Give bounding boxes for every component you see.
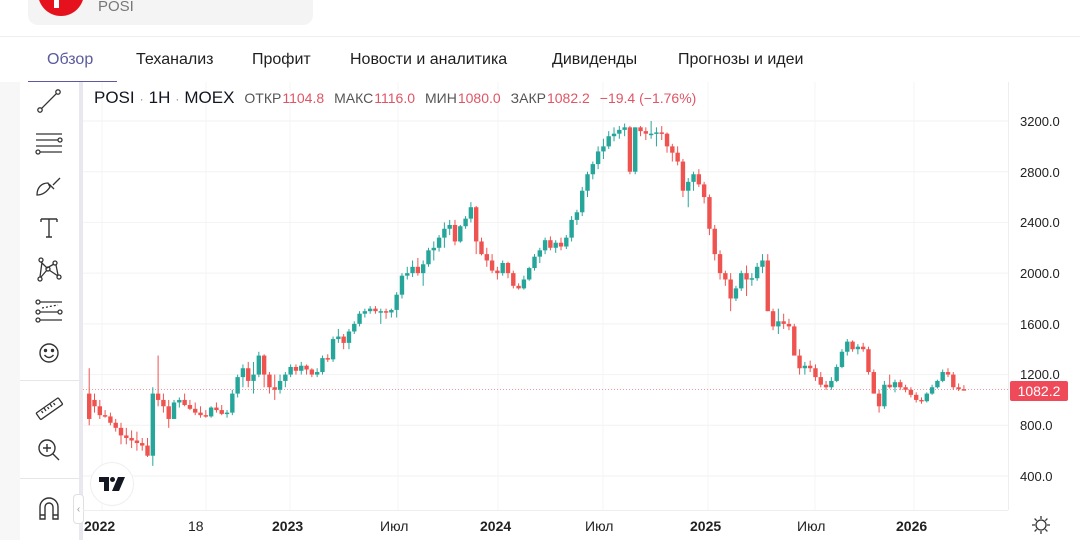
price-tick: 2000.0 (1020, 266, 1060, 281)
forecast-tool[interactable] (34, 296, 64, 326)
time-tick: 18 (188, 518, 204, 534)
emoji-tool[interactable] (34, 338, 64, 368)
pattern-icon (37, 257, 62, 282)
fib-levels-tool[interactable] (34, 128, 64, 158)
ruler-icon (35, 397, 64, 420)
tab-profit[interactable]: Профит (252, 51, 311, 68)
company-logo (38, 0, 84, 16)
chart-settings-button[interactable] (1030, 514, 1052, 536)
forecast-icon (35, 299, 63, 323)
legend-symbol: POSI (94, 88, 135, 107)
legend-close-value: 1082.2 (546, 90, 590, 106)
fib-levels-icon (35, 133, 63, 155)
price-tick: 2400.0 (1020, 215, 1060, 230)
legend-separator: · (139, 92, 144, 106)
time-tick: Июл (585, 518, 614, 534)
magnet-icon (39, 497, 59, 520)
price-tick: 800.0 (1020, 418, 1053, 433)
left-gutter (0, 82, 20, 540)
trend-line-icon (37, 89, 61, 113)
price-tick: 1200.0 (1020, 367, 1060, 382)
toolbar-divider (20, 380, 79, 381)
text-tool[interactable] (34, 212, 64, 242)
legend-low-label: МИН (425, 90, 457, 106)
price-tick: 2800.0 (1020, 165, 1060, 180)
legend-low-value: 1080.0 (457, 90, 501, 106)
tab-dividends[interactable]: Дивиденды (552, 51, 638, 68)
magnet-tool[interactable] (34, 493, 64, 523)
price-tick: 3200.0 (1020, 114, 1060, 129)
collapse-toolbar-button[interactable]: ‹ (73, 494, 84, 524)
time-axis[interactable] (83, 510, 1008, 540)
brush-tool[interactable] (34, 170, 64, 200)
legend-open-value: 1104.8 (282, 90, 325, 106)
chart-container: ‹ POSI · 1H · MOEX ОТКР 1104.8 МАКС 1116… (0, 82, 1080, 540)
ticker-symbol: POSI (98, 0, 134, 15)
legend-separator: · (175, 92, 180, 106)
legend-exchange: MOEX (184, 88, 235, 107)
tab-forecasts[interactable]: Прогнозы и идеи (678, 51, 804, 68)
legend-change: −19.4 (−1.76%) (599, 90, 697, 106)
tab-news[interactable]: Новости и аналитика (350, 51, 508, 68)
tab-bar: Обзор Теханализ Профит Новости и аналити… (0, 36, 1080, 83)
time-tick: 2025 (690, 518, 722, 534)
legend-interval[interactable]: 1H (148, 88, 171, 107)
pattern-tool[interactable] (34, 254, 64, 284)
toolbar-border (79, 82, 83, 540)
emoji-icon (39, 343, 59, 363)
chart-legend: POSI · 1H · MOEX ОТКР 1104.8 МАКС 1116.0… (94, 88, 696, 108)
gear-icon (1032, 516, 1050, 534)
candlestick-chart[interactable] (83, 82, 1008, 510)
price-axis[interactable] (1008, 82, 1080, 510)
brush-icon (36, 177, 61, 196)
time-tick: 2024 (480, 518, 512, 534)
tradingview-icon (99, 477, 125, 491)
ruler-tool[interactable] (34, 394, 64, 424)
time-tick: Июл (797, 518, 826, 534)
price-tick: 1600.0 (1020, 317, 1060, 332)
time-tick: 2022 (84, 518, 116, 534)
price-tick: 400.0 (1020, 469, 1053, 484)
legend-open-label: ОТКР (244, 90, 282, 106)
trend-line-tool[interactable] (34, 86, 64, 116)
zoom-in-tool[interactable] (34, 435, 64, 465)
text-icon (40, 218, 58, 238)
tradingview-logo[interactable] (90, 462, 134, 506)
time-tick: 2026 (896, 518, 928, 534)
time-tick: 2023 (272, 518, 304, 534)
drawing-toolbar (20, 82, 79, 540)
zoom-in-icon (38, 439, 60, 461)
toolbar-divider (20, 478, 79, 479)
legend-high-label: МАКС (334, 90, 374, 106)
tab-overview[interactable]: Обзор (47, 51, 94, 68)
chevron-left-icon: ‹ (76, 503, 81, 515)
legend-close-label: ЗАКР (510, 90, 546, 106)
time-tick: Июл (380, 518, 409, 534)
tab-tech-analysis[interactable]: Теханализ (136, 51, 214, 68)
last-price-label: 1082.2 (1010, 381, 1068, 401)
legend-high-value: 1116.0 (374, 90, 415, 106)
